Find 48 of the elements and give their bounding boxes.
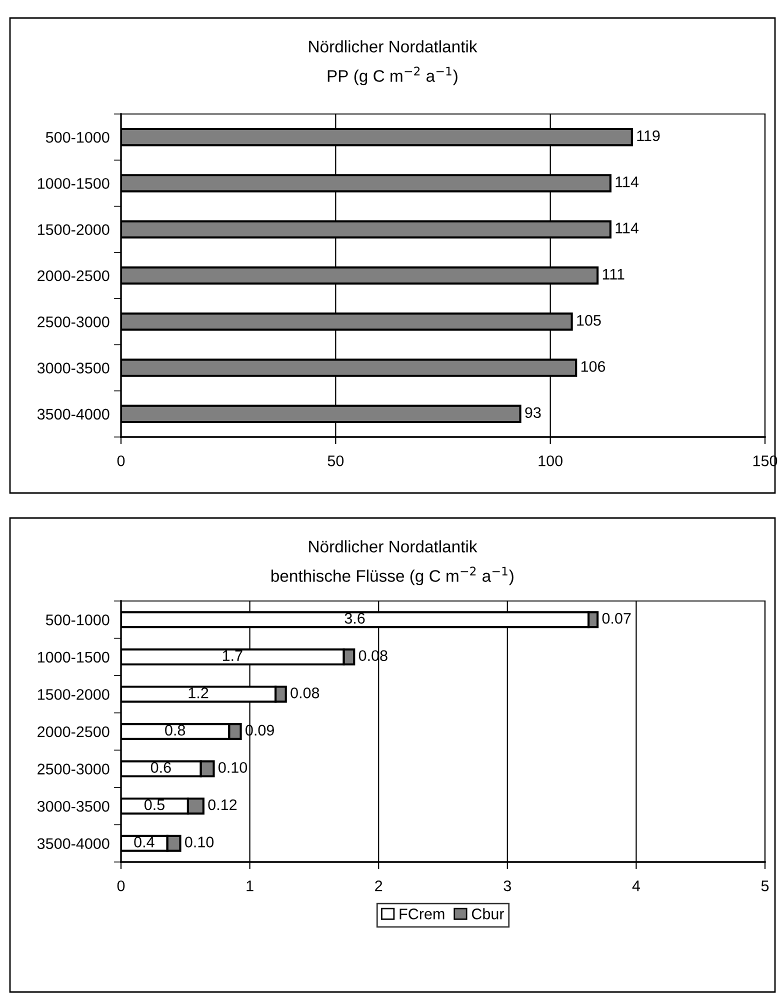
data-label: 3.6 [344,612,365,624]
legend-label: Cbur [472,908,504,920]
data-label: 0.10 [185,836,214,848]
y-tick-label: 1000-1500 [38,178,110,189]
data-label: 0.12 [208,799,237,810]
x-tick-label: 3 [504,880,511,892]
legend-label: FCrem [400,908,444,920]
chart-subtitle: benthische Flüsse (g C m$^{−2}$ a$^{−1}$) [271,566,514,586]
x-tick-label: 100 [538,455,562,466]
chart-title: Nördlicher Nordatlantik [309,540,478,552]
x-tick-label: 0 [117,455,125,466]
x-tick-label: 50 [328,455,344,466]
chart-title: Nördlicher Nordatlantik [309,40,478,52]
y-tick-label: 1500-2000 [38,689,110,700]
x-tick-label: 1 [246,880,254,892]
data-label: 114 [616,176,639,188]
data-label: 119 [637,130,660,142]
x-tick-label: 5 [761,880,769,892]
data-label: 0.8 [165,724,186,736]
x-tick-label: 0 [117,880,125,892]
data-label: 0.07 [602,612,631,624]
data-label: 93 [525,407,541,418]
y-tick-label: 500-1000 [46,614,110,626]
y-tick-label: 3000-3500 [37,800,110,812]
y-tick-label: 2500-3000 [38,316,110,328]
y-tick-label: 1500-2000 [38,224,110,236]
data-label: 0.4 [134,836,154,848]
data-label: 105 [577,314,601,326]
x-tick-label: 2 [375,880,382,892]
y-tick-label: 3500-4000 [37,838,110,850]
data-label: 0.6 [150,762,171,773]
data-label: 1.2 [188,687,208,698]
y-tick-label: 2000-2500 [38,270,110,282]
y-tick-label: 3000-3500 [37,362,110,374]
data-label: 0.5 [144,799,164,810]
data-label: 106 [581,361,606,372]
x-tick-label: 4 [632,880,640,892]
chart-subtitle: PP (g C m$^{−2}$ a$^{−1}$) [328,66,458,86]
data-label: 111 [602,268,624,280]
y-tick-label: 3500-4000 [37,408,110,420]
data-label: 0.10 [218,762,248,773]
y-tick-label: 500-1000 [46,132,110,143]
data-label: 114 [616,222,639,234]
y-tick-label: 1000-1500 [38,652,110,663]
y-tick-label: 2500-3000 [38,764,110,774]
data-label: 1.7 [222,650,242,661]
y-tick-label: 2000-2500 [38,726,110,738]
data-label: 0.08 [290,687,320,698]
